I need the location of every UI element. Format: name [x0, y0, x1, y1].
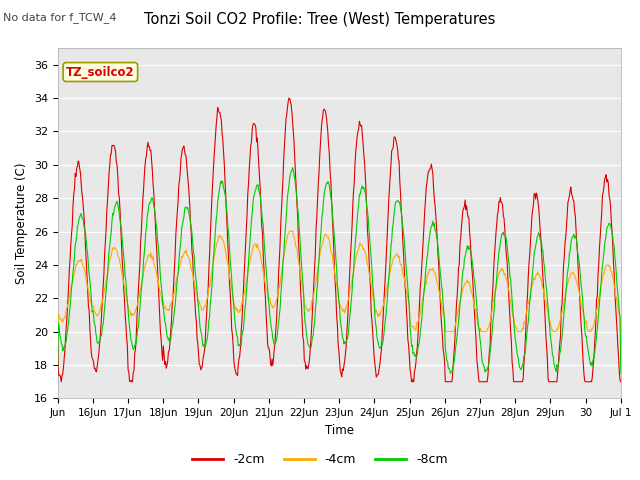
Text: Tonzi Soil CO2 Profile: Tree (West) Temperatures: Tonzi Soil CO2 Profile: Tree (West) Temp… — [144, 12, 496, 27]
Text: TZ_soilco2: TZ_soilco2 — [66, 66, 134, 79]
X-axis label: Time: Time — [324, 424, 354, 437]
Legend: -2cm, -4cm, -8cm: -2cm, -4cm, -8cm — [187, 448, 453, 471]
Text: No data for f_TCW_4: No data for f_TCW_4 — [3, 12, 116, 23]
Y-axis label: Soil Temperature (C): Soil Temperature (C) — [15, 162, 28, 284]
